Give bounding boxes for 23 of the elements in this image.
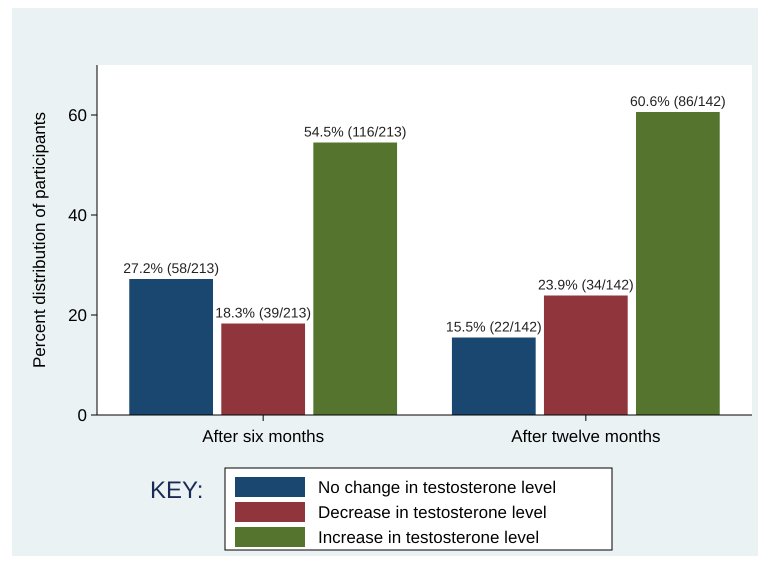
y-tick-label: 40 [68,206,87,225]
data-label: 23.9% (34/142) [538,276,634,292]
bar [313,142,398,415]
bar [129,279,214,415]
legend-label: Decrease in testosterone level [318,502,547,522]
legend-label: No change in testosterone level [318,478,556,497]
x-tick-label: After twelve months [511,427,660,446]
y-axis-title: Percent distribution of participants [30,112,49,368]
data-label: 60.6% (86/142) [630,93,726,109]
data-label: 54.5% (116/213) [304,124,406,140]
y-tick-label: 0 [78,406,87,425]
data-label: 18.3% (39/213) [215,304,312,320]
x-tick-label: After six months [202,427,324,446]
legend-label: Increase in testosterone level [318,528,540,547]
data-label: 15.5% (22/142) [446,318,542,334]
data-label: 27.2% (58/213) [123,260,220,276]
bar [452,338,536,415]
y-tick-label: 20 [68,306,87,325]
bar [221,324,306,415]
y-tick-label: 60 [68,106,87,125]
legend-title: KEY: [150,477,204,504]
bar [636,112,720,415]
bar [544,296,628,415]
